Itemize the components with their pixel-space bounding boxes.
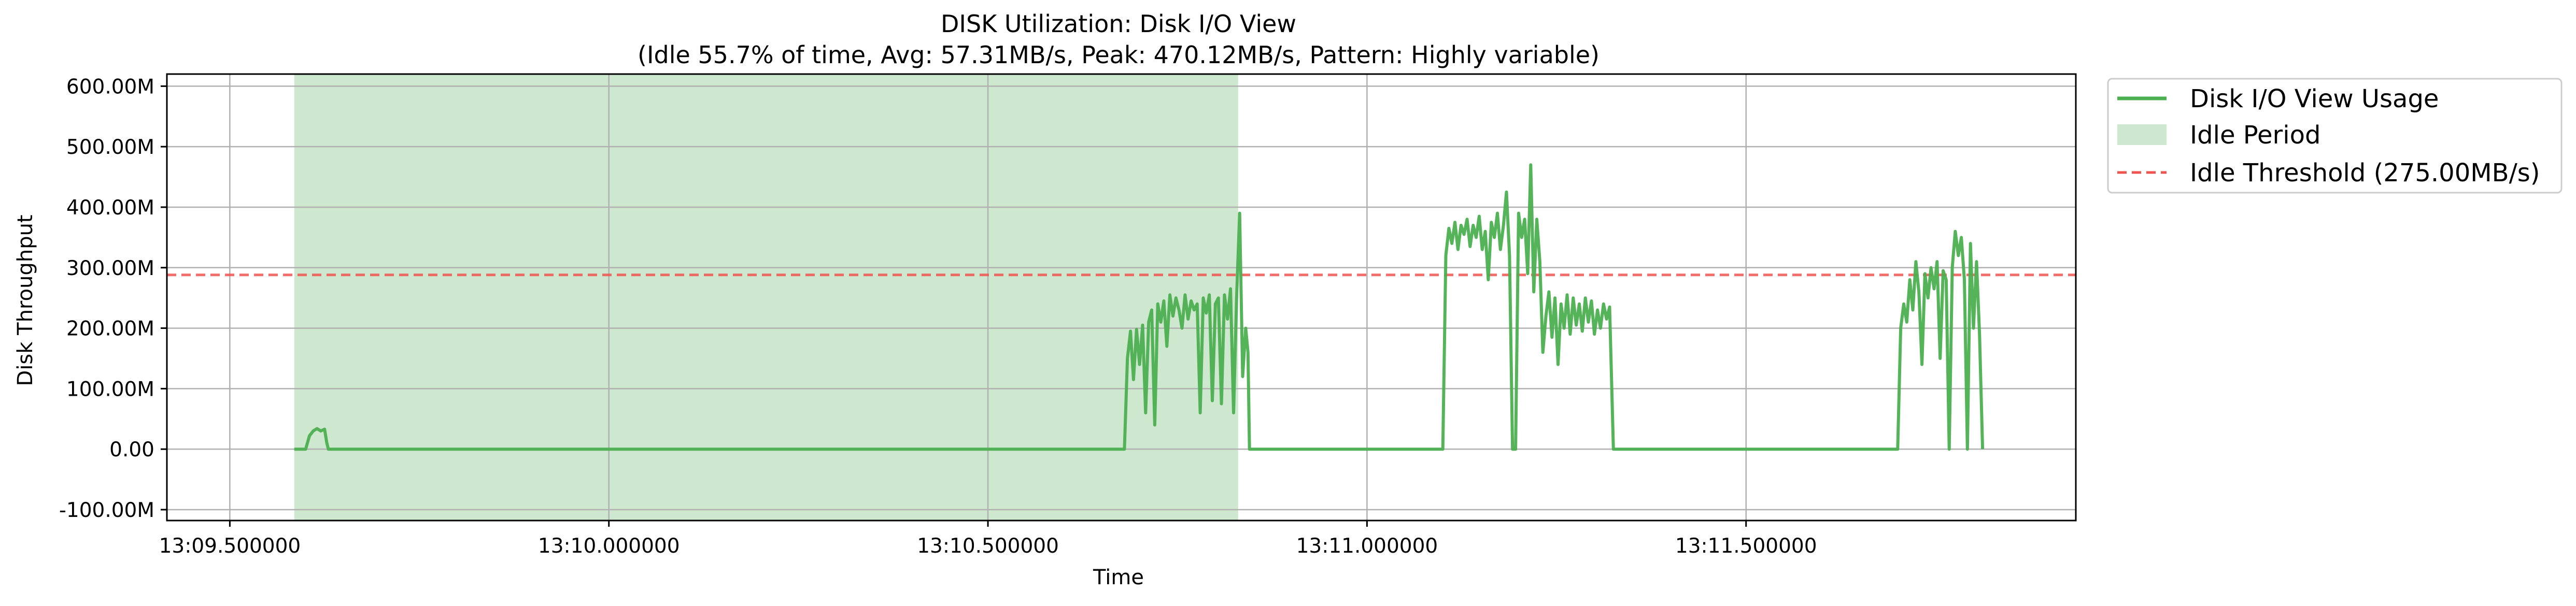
plot-area: 13:09.500000 13:10.000000 13:10.500000 13:1…	[59, 73, 2077, 558]
y-axis-label: Disk Throughput	[13, 215, 37, 386]
x-tick-label: 13:11.000000	[1296, 535, 1438, 558]
y-tick-label: 0.00	[109, 438, 154, 461]
legend-threshold-label: Idle Threshold (275.00MB/s)	[2190, 158, 2540, 187]
x-axis-label: Time	[1093, 566, 1144, 589]
disk-io-usage-line	[294, 163, 1985, 451]
x-tick-label: 13:10.000000	[538, 535, 680, 558]
x-tick-label: 13:10.500000	[917, 535, 1059, 558]
y-tick-label: 300.00M	[66, 257, 154, 280]
y-tick-label: 100.00M	[66, 378, 154, 401]
y-tick-label: 600.00M	[66, 75, 154, 98]
chart-title: DISK Utilization: Disk I/O View	[941, 10, 1296, 38]
idle-period-band	[294, 74, 1238, 521]
legend-frame	[2107, 78, 2563, 194]
legend-idle-swatch	[2117, 124, 2167, 145]
y-tick-label: -100.00M	[59, 499, 154, 522]
plot-frame	[166, 73, 2077, 522]
legend-usage-label: Disk I/O View Usage	[2190, 84, 2439, 113]
x-tick-label: 13:09.500000	[159, 535, 301, 558]
legend: Disk I/O View Usage Idle Period Idle Thr…	[2107, 78, 2563, 194]
y-tick-label: 400.00M	[66, 196, 154, 220]
legend-idle-label: Idle Period	[2190, 121, 2320, 150]
x-tick-label: 13:11.500000	[1675, 535, 1817, 558]
chart-subtitle: (Idle 55.7% of time, Avg: 57.31MB/s, Pea…	[638, 41, 1600, 69]
y-tick-label: 500.00M	[66, 136, 154, 159]
y-tick-label: 200.00M	[66, 318, 154, 341]
